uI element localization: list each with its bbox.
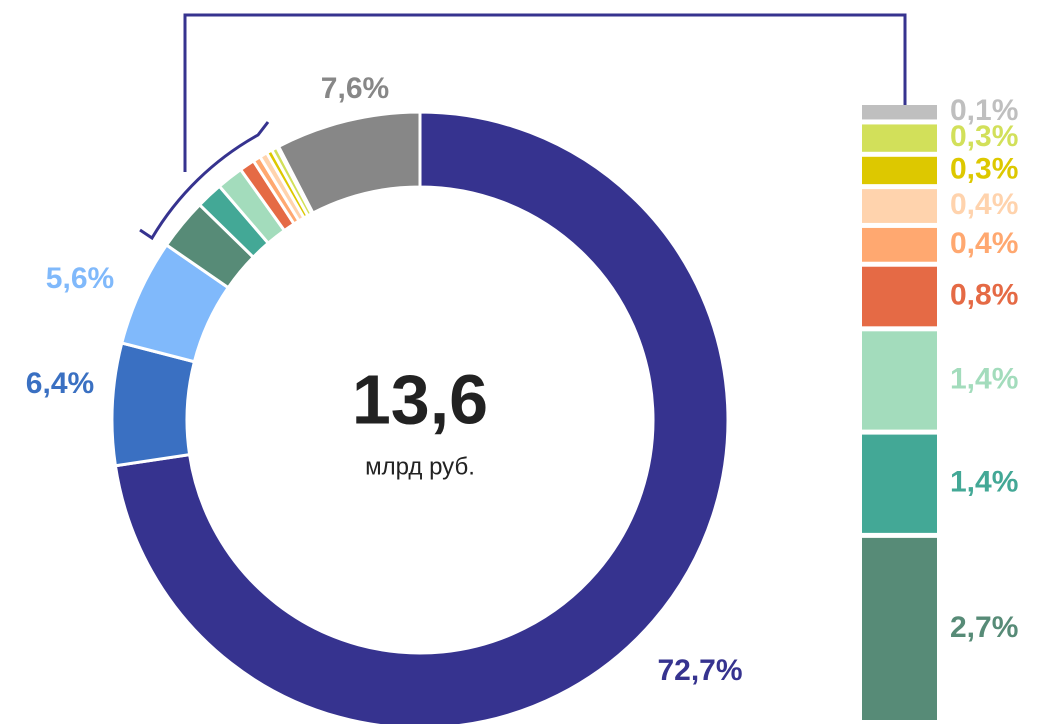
connector: [183, 13, 907, 172]
value-label: 0,4%: [950, 227, 1018, 260]
bar-segment: [862, 105, 937, 120]
center-value: 13,6: [352, 360, 488, 438]
value-label: 2,7%: [950, 611, 1018, 644]
value-label: 0,1%: [950, 94, 1018, 127]
bar-segment: [862, 124, 937, 152]
bar-segment: [862, 227, 937, 262]
donut-segment: [113, 110, 730, 724]
value-label: 72,7%: [657, 654, 742, 687]
value-label: 0,3%: [950, 120, 1018, 153]
value-label: 0,8%: [950, 278, 1018, 311]
bar-segment: [862, 189, 937, 223]
value-label: 1,4%: [950, 466, 1018, 499]
value-label: 1,4%: [950, 362, 1018, 395]
bar-segment: [862, 434, 937, 533]
bar-segment: [862, 266, 937, 327]
donut-segment: [110, 341, 197, 468]
bar-segment: [862, 156, 937, 185]
value-label: 6,4%: [26, 367, 94, 400]
bracket: [139, 121, 270, 241]
bar-segment: [862, 331, 937, 430]
donut-segment: [276, 110, 422, 216]
value-label: 0,3%: [950, 152, 1018, 185]
value-label: 0,4%: [950, 188, 1018, 221]
center-unit: млрд руб.: [365, 453, 475, 480]
value-label: 5,6%: [46, 262, 114, 295]
bar-segment: [862, 537, 937, 720]
value-label: 7,6%: [321, 72, 389, 105]
